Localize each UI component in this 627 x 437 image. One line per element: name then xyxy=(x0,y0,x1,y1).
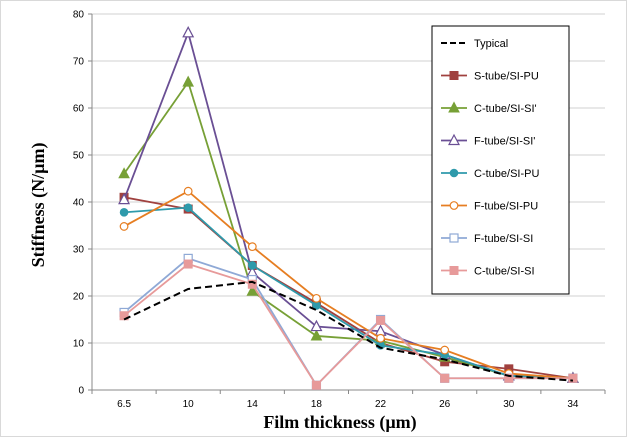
data-point xyxy=(504,373,514,383)
legend-marker xyxy=(449,266,459,275)
data-point xyxy=(119,222,129,231)
data-point xyxy=(119,311,129,321)
data-point xyxy=(118,167,130,179)
data-point xyxy=(312,293,321,303)
y-tick-label: 10 xyxy=(73,339,85,350)
series-typical xyxy=(123,280,574,382)
legend-marker xyxy=(449,71,459,80)
legend-marker xyxy=(449,168,459,178)
legend-label: F-tube/SI-SI xyxy=(474,233,533,245)
x-tick-label: 18 xyxy=(311,399,323,410)
x-axis-title: Film thickness (µm) xyxy=(263,412,416,433)
legend-label: C-tube/SI-PU xyxy=(474,168,539,180)
legend-label: Typical xyxy=(474,38,508,50)
data-point xyxy=(568,373,578,383)
legend-entry: C-tube/SI-SI xyxy=(441,266,535,278)
data-point xyxy=(182,26,195,38)
x-tick-label: 10 xyxy=(183,399,195,410)
legend-marker xyxy=(449,233,459,243)
x-tick-label: 34 xyxy=(567,399,579,410)
y-tick-label: 30 xyxy=(73,245,85,256)
axes: 0 10 20 30 40 50 60 70 80 6.5 10 14 18 22 26 30 34 xyxy=(73,10,606,410)
x-tick-label: 26 xyxy=(439,399,451,410)
data-point xyxy=(376,333,385,343)
data-point xyxy=(247,242,257,252)
series-c-tube-si-si xyxy=(119,259,578,390)
legend-label: C-tube/SI-SI xyxy=(474,266,535,278)
series-layer xyxy=(118,26,579,390)
data-point xyxy=(311,380,321,390)
legend-entry: S-tube/SI-PU xyxy=(441,71,539,83)
y-tick-label: 60 xyxy=(73,104,85,115)
x-tick-label: 22 xyxy=(375,399,387,410)
data-point xyxy=(118,192,131,205)
data-point xyxy=(119,208,129,217)
x-tick-label: 14 xyxy=(247,399,259,410)
legend-entry: C-tube/SI-SI' xyxy=(441,101,537,115)
data-point xyxy=(183,259,193,269)
data-point xyxy=(310,319,323,332)
series-line xyxy=(123,190,574,380)
series-line xyxy=(123,280,574,382)
legend: Typical S-tube/SI-PU C-tube/SI-SI' F-tube/S… xyxy=(431,25,570,295)
legend-label: S-tube/SI-PU xyxy=(474,71,539,83)
data-point xyxy=(182,75,195,87)
legend-entry: F-tube/SI-PU xyxy=(441,201,538,213)
x-tick-label: 30 xyxy=(503,399,515,410)
series-line xyxy=(123,263,573,387)
y-tick-label: 40 xyxy=(73,198,85,209)
legend-marker xyxy=(449,201,459,210)
legend-label: F-tube/SI-SI' xyxy=(474,136,535,148)
legend-entry: C-tube/SI-PU xyxy=(441,168,539,180)
y-tick-label: 80 xyxy=(73,10,85,21)
legend-box xyxy=(431,25,570,295)
data-point xyxy=(248,261,257,270)
legend-entry: Typical xyxy=(441,38,508,50)
legend-entry: F-tube/SI-SI xyxy=(441,233,533,245)
data-point xyxy=(183,203,193,212)
y-tick-label: 0 xyxy=(78,386,84,397)
x-tick-label: 6.5 xyxy=(117,399,131,410)
data-point xyxy=(440,345,450,355)
legend-label: F-tube/SI-PU xyxy=(474,201,538,213)
data-point xyxy=(247,279,257,289)
data-point xyxy=(246,284,259,296)
y-tick-label: 70 xyxy=(73,57,85,68)
y-tick-label: 20 xyxy=(73,292,85,303)
legend-marker xyxy=(448,133,460,146)
data-point xyxy=(183,186,193,196)
legend-label: C-tube/SI-SI' xyxy=(474,103,537,115)
y-axis-title: Stiffness (N/µm) xyxy=(28,143,49,268)
data-point xyxy=(376,315,386,325)
data-point xyxy=(310,329,323,341)
legend-marker xyxy=(448,101,460,113)
data-point xyxy=(440,373,450,383)
y-tick-label: 50 xyxy=(73,151,85,162)
legend-entry: F-tube/SI-SI' xyxy=(441,133,535,148)
